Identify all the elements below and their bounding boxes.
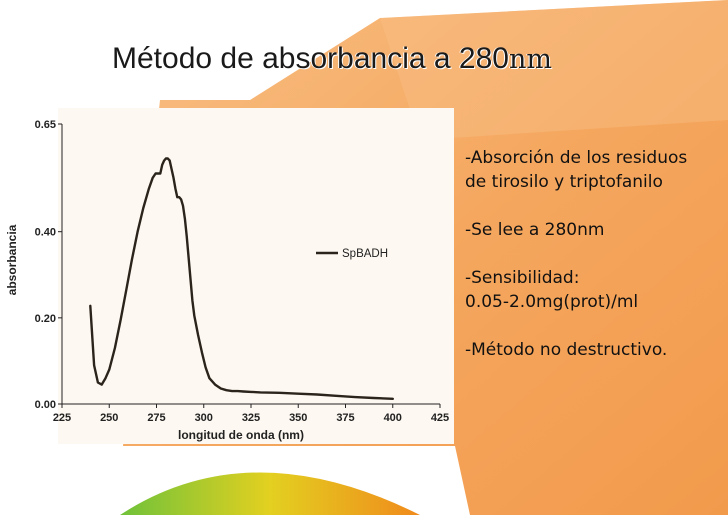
x-tick-label: 425 xyxy=(431,412,449,424)
bullet-wavelength: -Se lee a 280nm xyxy=(465,218,727,242)
x-tick-label: 300 xyxy=(195,412,213,424)
y-tick-label: 0.65 xyxy=(35,119,56,131)
x-tick-label: 400 xyxy=(384,412,402,424)
rainbow-arc xyxy=(120,472,420,515)
bullet-line: -Se lee a 280nm xyxy=(465,220,605,240)
bullet-line: 0.05-2.0mg(prot)/ml xyxy=(465,292,639,312)
y-tick-label: 0.20 xyxy=(35,313,56,325)
x-tick-label: 225 xyxy=(53,412,71,424)
title-unit: nm xyxy=(508,44,552,75)
slide-title: Método de absorbancia a 280nm xyxy=(112,42,552,76)
bullet-list: -Absorción de los residuos de tirosilo y … xyxy=(465,146,727,386)
x-tick-label: 350 xyxy=(289,412,307,424)
bullet-absorption: -Absorción de los residuos de tirosilo y … xyxy=(465,146,727,194)
title-main: Método de absorbancia a 280 xyxy=(112,42,509,75)
bullet-line: -Sensibilidad: xyxy=(465,268,580,288)
bullet-line: -Método no destructivo. xyxy=(465,340,668,360)
orange-panel-highlight xyxy=(380,0,728,140)
bullet-line: -Absorción de los residuos xyxy=(465,148,688,168)
bullet-non-destructive: -Método no destructivo. xyxy=(465,338,727,362)
legend-label: SpBADH xyxy=(342,248,388,260)
plot-panel xyxy=(58,108,454,444)
y-tick-label: 0.00 xyxy=(35,399,56,411)
x-tick-label: 275 xyxy=(147,412,165,424)
y-tick-label: 0.40 xyxy=(35,227,56,239)
x-tick-label: 250 xyxy=(100,412,118,424)
bullet-line: de tirosilo y triptofanilo xyxy=(465,172,663,192)
x-tick-label: 325 xyxy=(242,412,260,424)
x-axis-label: longitud de onda (nm) xyxy=(178,428,304,442)
series-line xyxy=(89,157,394,400)
bullet-sensitivity: -Sensibilidad: 0.05-2.0mg(prot)/ml xyxy=(465,266,727,314)
y-axis-label: absorbancia xyxy=(5,224,19,295)
x-tick-label: 375 xyxy=(336,412,354,424)
